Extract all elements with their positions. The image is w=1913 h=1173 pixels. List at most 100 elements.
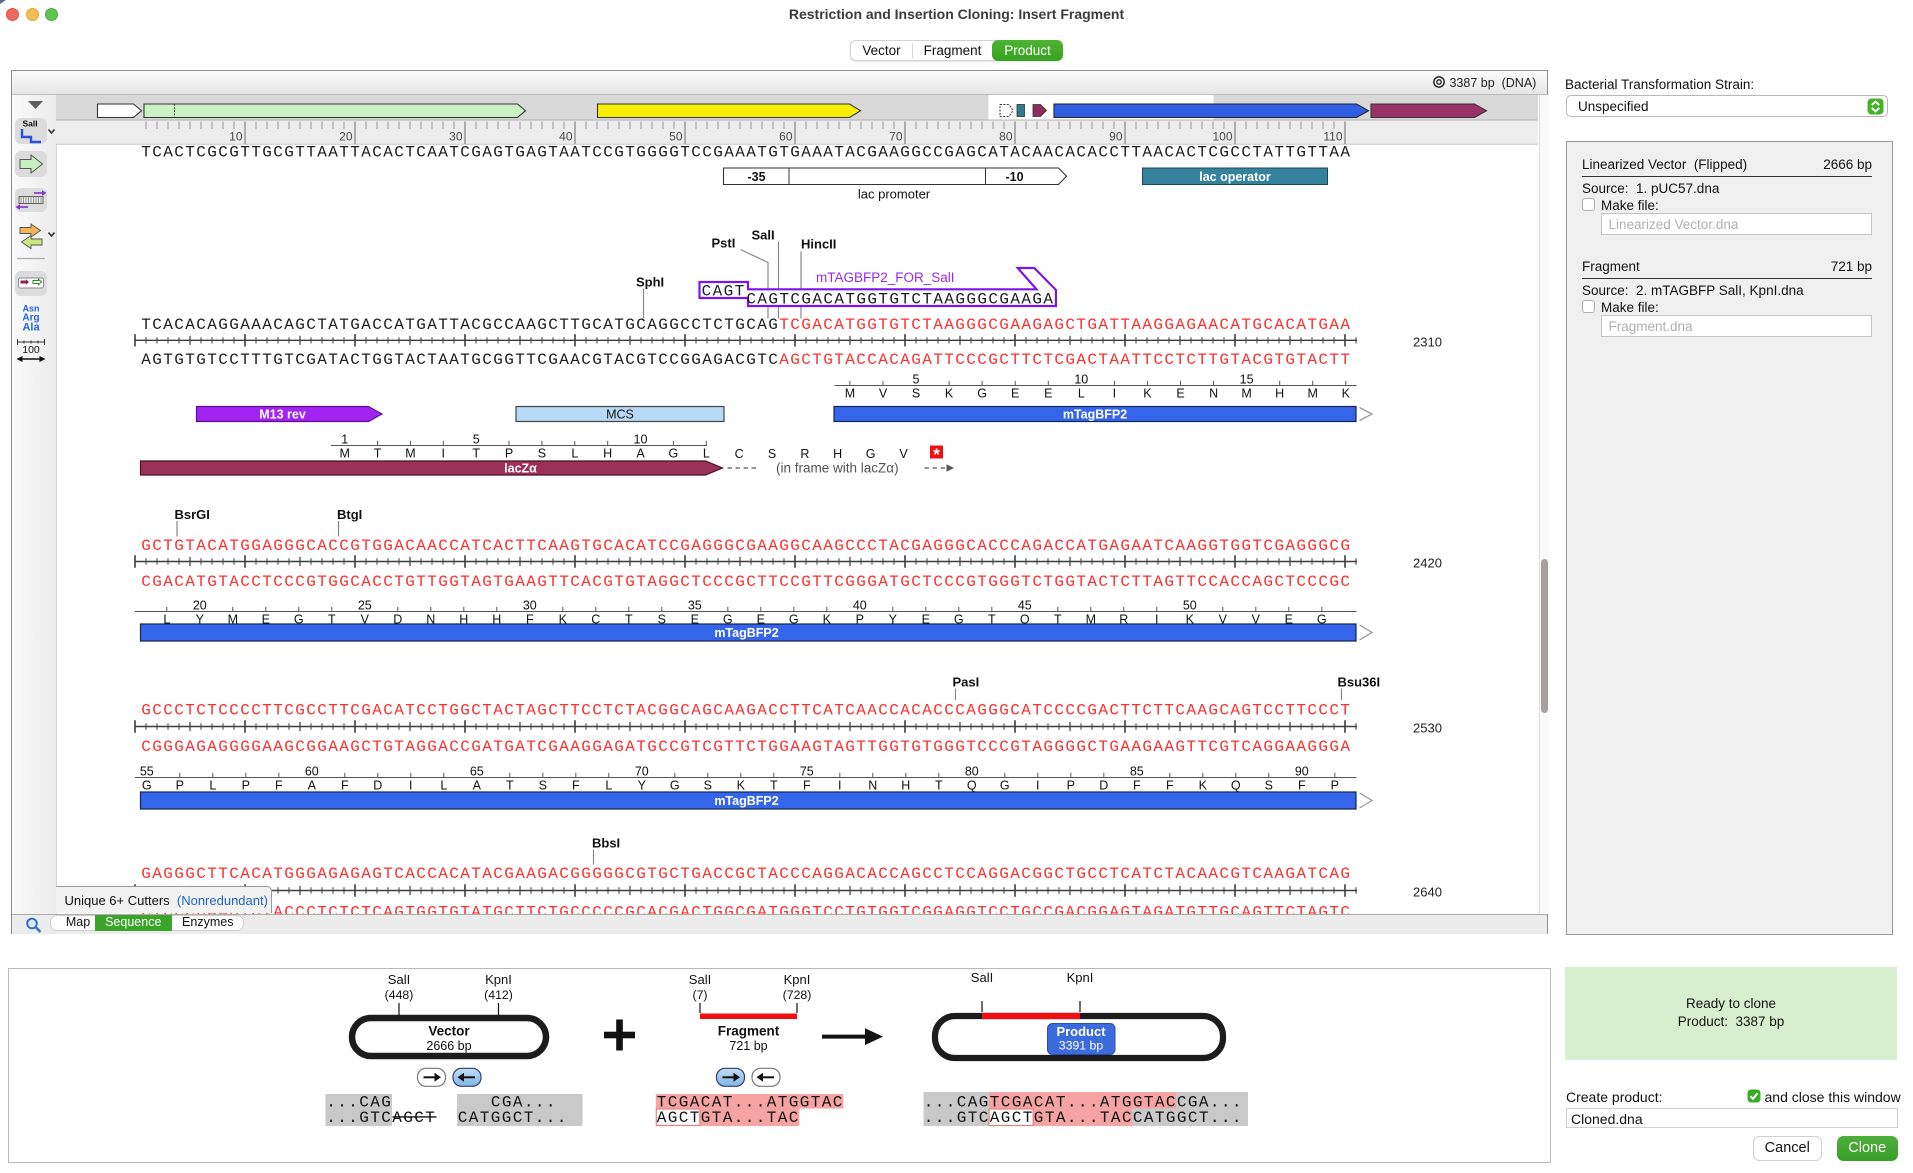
svg-text:2640: 2640 [1413, 884, 1442, 899]
svg-text:E: E [1284, 612, 1292, 626]
svg-text:mTagBFP2: mTagBFP2 [1062, 407, 1126, 421]
svg-text:90: 90 [1294, 764, 1308, 778]
svg-text:GCCCTCTCCCCTTCGCCTTCGACATCCTGG: GCCCTCTCCCCTTCGCCTTCGACATCCTGGCTACTAGCTT… [141, 701, 1351, 719]
svg-text:Y: Y [195, 612, 204, 626]
svg-text:90: 90 [1109, 129, 1123, 143]
svg-text:Q: Q [966, 778, 976, 792]
svg-text:L: L [1077, 386, 1084, 400]
svg-text:L: L [702, 446, 709, 460]
svg-text:T: T [934, 778, 942, 792]
svg-text:L: L [163, 612, 170, 626]
svg-text:SphI: SphI [636, 274, 664, 289]
svg-text:T: T [505, 778, 513, 792]
svg-text:E: E [1176, 386, 1184, 400]
svg-text:Y: Y [637, 778, 646, 792]
svg-text:PasI: PasI [952, 674, 979, 689]
svg-text:-35: -35 [747, 169, 765, 183]
svg-text:BtgI: BtgI [337, 507, 362, 522]
svg-text:E: E [1011, 386, 1019, 400]
svg-text:V: V [1218, 612, 1227, 626]
svg-text:D: D [373, 778, 382, 792]
svg-text:D: D [1099, 778, 1108, 792]
svg-text:10: 10 [229, 129, 243, 143]
svg-text:TCACACAGGAAACAGCTATGACCATGATTA: TCACACAGGAAACAGCTATGACCATGATTACGCCAAGCTT… [141, 316, 1351, 334]
svg-text:TCGACAT...ATGGTAC: TCGACAT...ATGGTAC [657, 1093, 844, 1111]
svg-text:G: G [977, 386, 987, 400]
svg-text:mTagBFP2: mTagBFP2 [714, 793, 778, 807]
svg-text:Fragment: Fragment [718, 1024, 780, 1039]
svg-text:10: 10 [633, 432, 647, 446]
svg-text:SalI: SalI [689, 972, 711, 987]
svg-text:G: G [788, 612, 798, 626]
svg-text:V: V [878, 386, 887, 400]
svg-text:2310: 2310 [1413, 334, 1442, 349]
svg-text:100: 100 [1212, 129, 1232, 143]
svg-text:40: 40 [852, 598, 866, 612]
svg-text:S: S [703, 778, 711, 792]
svg-text:F: F [1132, 778, 1140, 792]
svg-text:P: P [504, 446, 512, 460]
svg-text:CTCCCGAAGTGTACCCTCTCTCAGTGGTGT: CTCCCGAAGTGTACCCTCTCTCAGTGGTGTATGCTTCTGC… [141, 903, 1351, 914]
svg-text:15: 15 [1239, 372, 1253, 386]
svg-text:20: 20 [192, 598, 206, 612]
svg-text:SalI: SalI [22, 118, 37, 128]
svg-text:SalI: SalI [971, 970, 993, 985]
svg-text:5: 5 [472, 432, 479, 446]
svg-text:S: S [538, 778, 546, 792]
svg-text:C: C [734, 447, 743, 461]
svg-text:H: H [459, 612, 468, 626]
svg-text:CGA...: CGA... [491, 1093, 557, 1111]
svg-text:P: P [241, 778, 249, 792]
svg-text:45: 45 [1017, 598, 1031, 612]
svg-text:H: H [901, 778, 910, 792]
svg-text:E: E [921, 612, 929, 626]
svg-text:T: T [987, 612, 995, 626]
svg-text:K: K [736, 778, 745, 792]
svg-text:10: 10 [1074, 372, 1088, 386]
svg-text:S: S [767, 447, 775, 461]
svg-text:(448): (448) [385, 988, 414, 1002]
svg-text:G: G [293, 612, 303, 626]
svg-text:MCS: MCS [606, 407, 634, 421]
svg-text:55: 55 [139, 764, 153, 778]
svg-text:60: 60 [304, 764, 318, 778]
svg-text:F: F [571, 778, 579, 792]
svg-text:F: F [802, 778, 810, 792]
svg-text:1: 1 [341, 432, 348, 446]
svg-text:75: 75 [799, 764, 813, 778]
svg-text:TCACTCGCGTTGCGTTAATTACACTCAATC: TCACTCGCGTTGCGTTAATTACACTCAATCGAGTGAGTAA… [141, 143, 1351, 161]
svg-text:P: P [1066, 778, 1074, 792]
svg-text:...CAGTCGACAT...ATGGTACCGA...: ...CAGTCGACAT...ATGGTACCGA... [924, 1093, 1243, 1111]
svg-text:110: 110 [1323, 129, 1342, 143]
svg-text:721 bp: 721 bp [729, 1039, 767, 1053]
svg-text:50: 50 [1182, 598, 1196, 612]
svg-text:N: N [1209, 386, 1218, 400]
svg-text:(412): (412) [484, 988, 513, 1002]
svg-text:Product: Product [1056, 1024, 1106, 1039]
svg-text:G: G [953, 612, 963, 626]
svg-text:F: F [525, 612, 533, 626]
svg-text:N: N [426, 612, 435, 626]
svg-text:AGCTGTA...TAC: AGCTGTA...TAC [657, 1109, 800, 1127]
svg-text:V: V [899, 447, 908, 461]
svg-text:(in frame with lacZα): (in frame with lacZα) [776, 460, 899, 475]
svg-text:M: M [405, 446, 415, 460]
svg-text:CAGT: CAGT [701, 282, 745, 300]
svg-text:F: F [340, 778, 348, 792]
svg-text:2420: 2420 [1413, 555, 1442, 570]
svg-text:G: G [668, 446, 678, 460]
svg-text:S: S [911, 386, 919, 400]
svg-text:lac promoter: lac promoter [857, 186, 930, 201]
svg-text:...GTCAGCT: ...GTCAGCT [326, 1109, 436, 1127]
svg-text:T: T [624, 612, 632, 626]
svg-text:lac operator: lac operator [1199, 169, 1271, 183]
svg-text:40: 40 [559, 129, 573, 143]
svg-text:G: G [999, 778, 1009, 792]
svg-text:D: D [393, 612, 402, 626]
svg-text:Q: Q [1230, 778, 1240, 792]
svg-text:R: R [800, 447, 809, 461]
svg-text:V: V [360, 612, 369, 626]
svg-text:H: H [833, 447, 842, 461]
svg-text:...CAG: ...CAG [326, 1093, 392, 1111]
svg-text:H: H [603, 446, 612, 460]
